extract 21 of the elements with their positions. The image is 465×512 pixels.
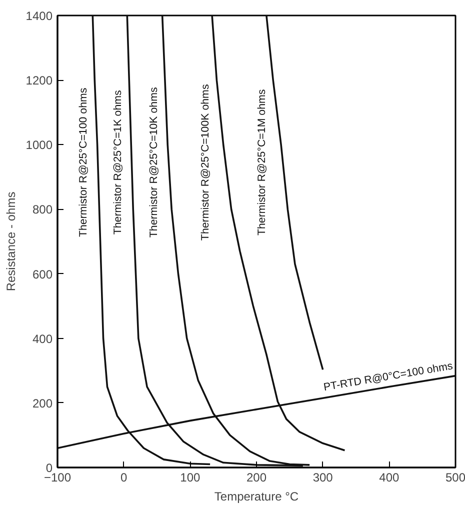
- x-tick-label: 500: [445, 470, 465, 484]
- x-tick-label: 400: [379, 470, 400, 484]
- x-tick-label: 0: [120, 470, 128, 484]
- y-tick-label: 200: [32, 396, 53, 410]
- y-tick-label: 600: [32, 267, 53, 282]
- text: Thermistor R@25°C=10K ohms: [148, 87, 160, 238]
- x-tick-label: 100: [180, 470, 201, 484]
- y-tick-label: 1400: [26, 9, 53, 23]
- y-tick-label: 1200: [26, 74, 53, 88]
- x-tick-label: 200: [246, 470, 267, 484]
- x-axis-title: Temperature °C: [214, 490, 299, 504]
- text: Thermistor R@25°C=100K ohms: [200, 84, 212, 241]
- x-tick-label: 300: [312, 470, 334, 484]
- text: Thermistor R@25°C=1K ohms: [112, 90, 124, 235]
- text: Thermistor R@25°C=100 ohms: [78, 88, 90, 238]
- y-axis-title: Resistance - ohms: [4, 192, 18, 292]
- y-tick-label: 800: [32, 202, 53, 217]
- y-tick-label: 400: [32, 332, 53, 346]
- y-tick-label: 1000: [26, 138, 53, 152]
- text: PT-RTD R@0°C=100 ohms: [322, 360, 454, 394]
- text: Thermistor R@25°C=1M ohms: [256, 89, 268, 236]
